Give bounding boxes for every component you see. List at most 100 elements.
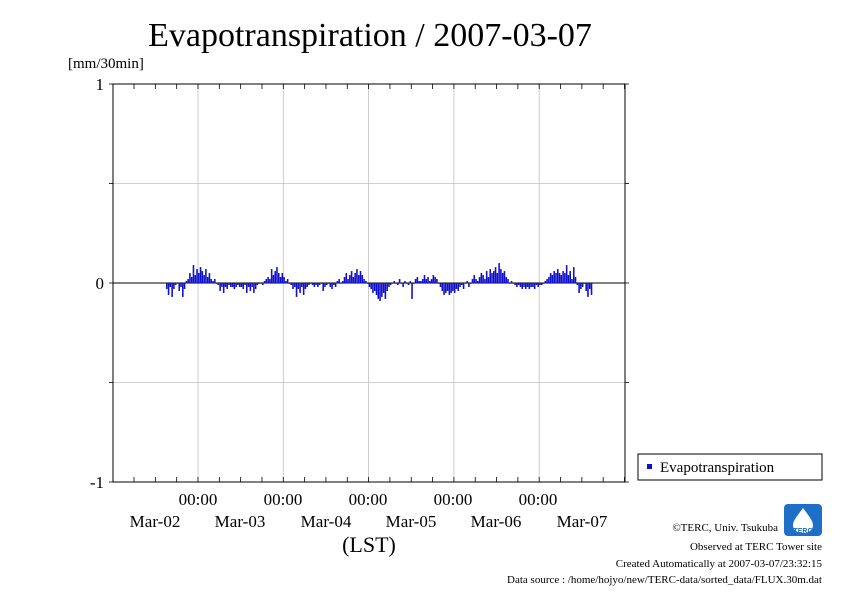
data-bar <box>272 275 275 283</box>
data-bar <box>498 263 500 283</box>
data-bar <box>361 275 364 283</box>
data-bar <box>281 273 284 283</box>
data-bar <box>242 283 245 289</box>
data-bar <box>315 283 317 285</box>
data-bar <box>588 283 591 289</box>
data-bar <box>389 283 392 285</box>
data-bar <box>320 283 323 284</box>
data-bar <box>333 283 335 285</box>
x-tick-time: 00:00 <box>264 490 303 509</box>
data-bar <box>219 283 221 291</box>
logo-text: TERC <box>793 528 812 535</box>
data-bar <box>359 271 362 283</box>
data-bar <box>455 283 458 289</box>
data-bar <box>338 279 340 283</box>
data-bar <box>238 283 241 287</box>
data-bar <box>443 283 445 295</box>
data-bar <box>198 273 200 283</box>
data-bar <box>400 283 403 284</box>
copyright-text: ©TERC, Univ. Tsukuba <box>672 522 778 534</box>
data-bar <box>489 269 492 283</box>
data-bar <box>247 283 250 287</box>
data-bar <box>295 283 298 297</box>
y-axis-unit-label: [mm/30min] <box>68 56 144 72</box>
data-bar <box>226 283 229 289</box>
site-text: Observed at TERC Tower site <box>690 541 822 553</box>
data-bar <box>409 281 412 283</box>
data-bar <box>286 279 289 283</box>
data-bar <box>196 269 198 283</box>
data-bar <box>256 283 259 285</box>
data-bar <box>436 279 438 283</box>
data-bar <box>245 283 248 293</box>
data-bar <box>508 283 511 284</box>
data-bar <box>187 279 189 283</box>
data-bar <box>166 283 168 289</box>
data-bar <box>391 283 394 284</box>
data-bar <box>244 283 246 285</box>
data-bar <box>178 283 181 291</box>
x-tick-labels: 00:00 Mar-02 00:00 Mar-03 00:00 Mar-04 0… <box>130 490 608 531</box>
data-bar <box>459 283 461 287</box>
data-bar <box>500 269 502 283</box>
data-bar <box>182 283 184 297</box>
data-bar <box>461 283 463 285</box>
legend-marker <box>647 464 652 469</box>
data-bar <box>571 279 573 283</box>
x-tick-date: Mar-04 <box>301 512 352 531</box>
data-bar <box>229 283 232 287</box>
data-bar <box>299 283 301 293</box>
data-bar <box>276 267 278 283</box>
data-bar <box>427 277 429 283</box>
data-bar <box>544 281 547 283</box>
data-bar <box>532 283 534 287</box>
data-bar <box>556 269 559 283</box>
data-bar <box>551 275 554 283</box>
axis-ticks <box>109 83 629 483</box>
data-bar <box>329 283 332 287</box>
data-bar <box>457 283 460 291</box>
data-bar <box>432 275 435 283</box>
data-bar <box>345 273 348 283</box>
data-bar <box>452 283 454 291</box>
data-bar <box>558 273 561 283</box>
data-bar <box>517 283 520 285</box>
x-tick-time: 00:00 <box>519 490 558 509</box>
x-axis-label: (LST) <box>342 532 396 557</box>
data-bar <box>404 281 406 283</box>
data-bar <box>555 273 557 283</box>
data-bar <box>249 283 252 291</box>
y-tick-label: 1 <box>96 75 105 94</box>
data-bar <box>382 283 385 293</box>
data-bar <box>176 283 179 284</box>
data-bar <box>464 283 467 284</box>
legend-box <box>637 453 823 481</box>
x-tick-time: 00:00 <box>434 490 473 509</box>
data-bar <box>352 277 355 283</box>
data-bar <box>297 283 300 289</box>
data-bar <box>480 273 483 283</box>
data-bar <box>548 277 550 283</box>
data-bar <box>210 279 213 283</box>
data-bar <box>386 283 388 291</box>
data-bar <box>356 269 358 283</box>
data-bar <box>542 283 545 284</box>
data-bar <box>322 283 324 291</box>
data-bar <box>519 283 522 287</box>
data-bar <box>576 283 579 285</box>
x-tick-date: Mar-03 <box>215 512 266 531</box>
data-bar <box>253 283 255 293</box>
data-bar <box>265 279 268 283</box>
data-bar <box>429 281 431 283</box>
data-bar <box>306 283 308 287</box>
data-bar <box>270 269 273 283</box>
data-bar <box>302 283 305 295</box>
data-bar <box>414 279 417 283</box>
data-bar <box>494 267 497 283</box>
data-bar <box>260 283 262 284</box>
data-bar <box>501 273 504 283</box>
data-bar <box>373 283 376 291</box>
data-bar <box>398 279 401 283</box>
water-drop-icon <box>793 508 813 533</box>
data-bar <box>477 281 479 283</box>
